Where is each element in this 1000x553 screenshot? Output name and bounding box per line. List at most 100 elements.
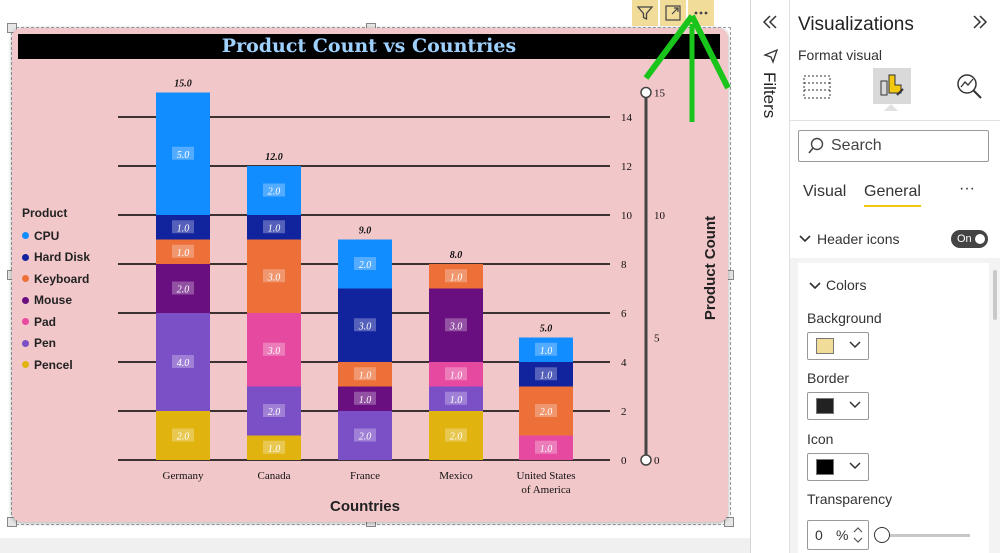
- resize-handle[interactable]: [724, 517, 734, 527]
- y-tick-label-outer: 5: [654, 333, 660, 345]
- resize-handle[interactable]: [7, 517, 17, 527]
- legend-item[interactable]: Keyboard: [22, 268, 90, 290]
- toggle-label: On: [957, 233, 972, 245]
- bar-segment: [247, 215, 301, 240]
- search-icon: [808, 137, 824, 154]
- tab-general[interactable]: General: [864, 183, 921, 200]
- bar-segment: [338, 288, 392, 362]
- legend-marker: [22, 232, 29, 240]
- more-options-icon[interactable]: [688, 0, 714, 26]
- visualizations-title: Visualizations: [798, 14, 914, 35]
- transparency-slider-thumb[interactable]: [874, 527, 890, 543]
- chevron-down-icon[interactable]: [798, 233, 812, 245]
- legend-item[interactable]: Hard Disk: [22, 247, 90, 269]
- bar-segment: [156, 264, 210, 313]
- legend-label: Pad: [34, 314, 57, 329]
- legend-item[interactable]: Pencel: [22, 354, 90, 376]
- filters-pane[interactable]: [751, 0, 788, 553]
- data-label: 1.0: [540, 346, 553, 357]
- total-label: 12.0: [265, 152, 283, 163]
- bar-segment: [338, 362, 392, 387]
- filter-icon[interactable]: [632, 0, 658, 26]
- data-label: 2.0: [177, 432, 190, 443]
- stepper-icon[interactable]: [852, 524, 864, 546]
- header-icons-toggle[interactable]: On: [951, 230, 988, 248]
- build-visual-icon[interactable]: [798, 68, 836, 104]
- data-label-bg: [445, 269, 467, 283]
- chevron-down-icon: [849, 341, 861, 349]
- border-color-picker[interactable]: [807, 392, 869, 420]
- chevron-down-icon: [849, 462, 861, 470]
- legend-item[interactable]: Pad: [22, 311, 90, 333]
- data-label: 2.0: [450, 432, 463, 443]
- y-tick-label-inner: 10: [621, 210, 633, 222]
- x-tick-label: Canada: [258, 470, 291, 482]
- legend-item[interactable]: CPU: [22, 225, 90, 247]
- more-options-button[interactable]: ···: [959, 180, 975, 197]
- data-label-bg: [172, 146, 194, 160]
- header-icons-label[interactable]: Header icons: [817, 231, 900, 247]
- bar-segment: [338, 239, 392, 289]
- search-placeholder: Search: [831, 137, 882, 154]
- y-tick-label-inner: 6: [621, 308, 627, 320]
- legend-marker: [22, 296, 29, 304]
- bar-segment: [429, 411, 483, 460]
- data-label-bg: [445, 318, 467, 332]
- chart-title: Product Count vs Countries: [18, 34, 720, 59]
- legend-label: Keyboard: [34, 271, 90, 286]
- expand-pane-icon[interactable]: [970, 12, 990, 32]
- data-label: 1.0: [268, 223, 281, 234]
- collapse-filters-icon[interactable]: [761, 14, 779, 30]
- tab-visual[interactable]: Visual: [803, 183, 847, 200]
- annotation-arrow: [643, 14, 731, 122]
- legend-label: CPU: [34, 228, 60, 243]
- data-label: 2.0: [177, 285, 190, 296]
- transparency-input[interactable]: 0 %: [807, 520, 869, 550]
- icon-color-picker[interactable]: [807, 453, 869, 481]
- filters-label[interactable]: Filters: [760, 72, 779, 119]
- colors-label[interactable]: Colors: [826, 277, 867, 293]
- filter-pane-icon: [763, 48, 779, 64]
- data-label: 1.0: [177, 223, 190, 234]
- background-color-picker[interactable]: [807, 332, 869, 360]
- bar-segment: [429, 362, 483, 387]
- y-tick-label-outer: 10: [654, 210, 666, 222]
- focus-mode-icon[interactable]: [660, 0, 686, 26]
- chevron-down-icon[interactable]: [808, 280, 822, 292]
- legend-marker: [22, 318, 29, 326]
- y-tick-label-inner: 12: [621, 161, 632, 173]
- stacked-column-chart-visual[interactable]: Product Count vs Countries Product CPU Ha…: [12, 28, 728, 522]
- icon-label: Icon: [807, 431, 834, 447]
- resize-handle[interactable]: [7, 23, 17, 33]
- legend-title: Product: [22, 206, 68, 220]
- data-label: 4.0: [177, 358, 190, 369]
- data-label: 1.0: [540, 444, 553, 455]
- y-tick-label-inner: 8: [621, 259, 627, 271]
- data-label: 5.0: [177, 150, 190, 161]
- legend-label: Pen: [34, 336, 57, 351]
- legend-item[interactable]: Pen: [22, 333, 90, 355]
- data-label-bg: [172, 355, 194, 368]
- legend-item[interactable]: Mouse: [22, 290, 90, 312]
- pane-divider: [750, 0, 751, 553]
- format-visual-icon[interactable]: [873, 68, 911, 104]
- secondary-axis-marker: [640, 86, 652, 99]
- data-label: 2.0: [268, 407, 281, 418]
- analytics-icon[interactable]: [950, 68, 988, 104]
- x-tick-label: France: [350, 470, 380, 482]
- bar-segment: [247, 313, 301, 387]
- legend-marker: [22, 275, 29, 283]
- pane-scrollbar[interactable]: [993, 270, 997, 320]
- chevron-down-icon: [849, 401, 861, 409]
- bar-segment: [247, 386, 301, 436]
- search-input[interactable]: Search: [798, 130, 989, 162]
- data-label-bg: [263, 220, 285, 234]
- bar-segment: [338, 386, 392, 411]
- bar-segment: [519, 435, 573, 460]
- x-tick-label: Germany: [163, 470, 204, 482]
- y-tick-label-inner: 2: [621, 406, 627, 418]
- transparency-slider-track[interactable]: [880, 534, 970, 537]
- bar-segment: [519, 386, 573, 436]
- data-label: 3.0: [267, 272, 281, 283]
- transparency-value: 0: [815, 527, 823, 543]
